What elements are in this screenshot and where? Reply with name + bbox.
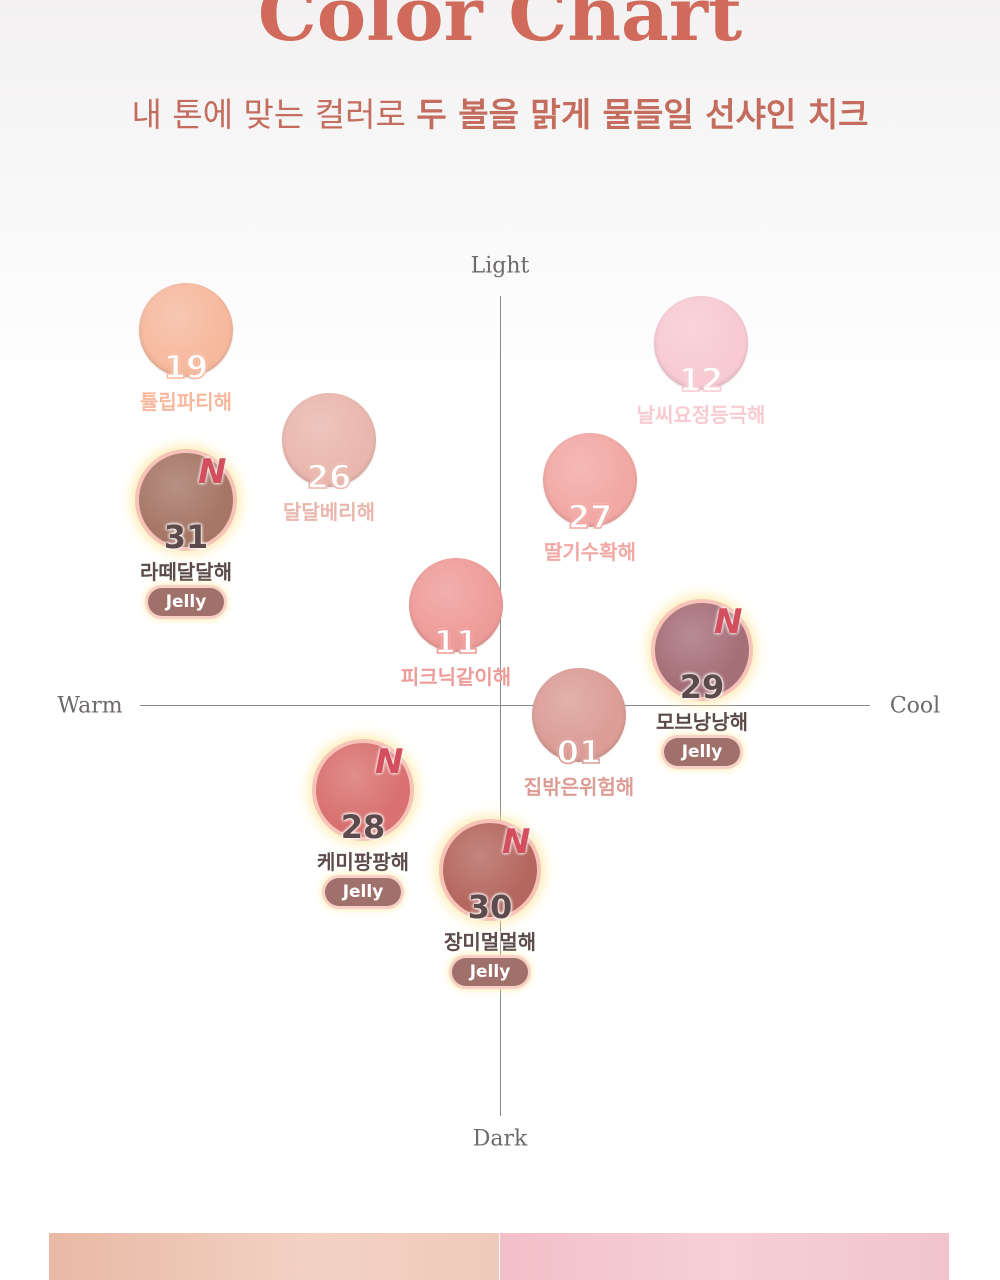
axis-right: Cool [889,693,941,719]
shade-name: 튤립파티해 [140,390,232,414]
axis-horizontal [140,705,870,706]
swatch [443,823,537,917]
jelly-badge: Jelly [452,958,528,986]
axis-bottom: Dark [472,1126,528,1152]
shade-name: 라떼달달해 [140,560,232,584]
shade-name: 날씨요정등극해 [636,403,766,427]
shade-number: 19 [163,347,209,387]
swatch [543,433,637,527]
shade-number: 11 [433,622,479,662]
shade-number: 01 [556,732,602,772]
shade-name: 딸기수확해 [544,540,636,564]
swatch [316,743,410,837]
shade-name: 달달베리해 [283,500,375,524]
new-mark: N [502,822,531,862]
shade-name: 케미팡팡해 [317,850,409,874]
new-mark: N [198,452,227,492]
jelly-badge: Jelly [325,878,401,906]
jelly-badge: Jelly [664,738,740,766]
shade-number: 29 [679,668,725,706]
product-photo [500,1233,949,1280]
swatch [655,603,749,697]
swatch [282,393,376,487]
jelly-badge: Jelly [148,588,224,616]
swatch [139,453,233,547]
axis-top: Light [470,253,530,279]
shade-name: 집밖은위험해 [523,775,635,799]
shade-number: 27 [567,497,613,537]
swatch [532,668,626,762]
subtitle-bold: 두 볼을 맑게 물들일 선샤인 치크 [416,95,869,134]
title: Color Chart [257,0,743,58]
shade-number: 30 [467,888,513,926]
axis-vertical [500,296,501,1116]
shade-name: 장미멀멀해 [444,930,536,954]
shade-number: 12 [678,360,724,400]
shade-number: 28 [340,808,386,846]
shade-name: 피크닉같이해 [400,665,512,689]
axis-left: Warm [57,693,123,719]
new-mark: N [714,602,743,642]
shade-number: 31 [163,518,209,556]
product-photo [49,1233,499,1280]
swatch [654,296,748,390]
shade-number: 26 [306,457,352,497]
shade-name: 모브낭낭해 [656,710,748,734]
new-mark: N [375,742,404,782]
swatch [409,558,503,652]
subtitle: 내 톤에 맞는 컬러로 두 볼을 맑게 물들일 선샤인 치크 [0,88,1000,136]
swatch [139,283,233,377]
subtitle-plain: 내 톤에 맞는 컬러로 [131,95,406,134]
